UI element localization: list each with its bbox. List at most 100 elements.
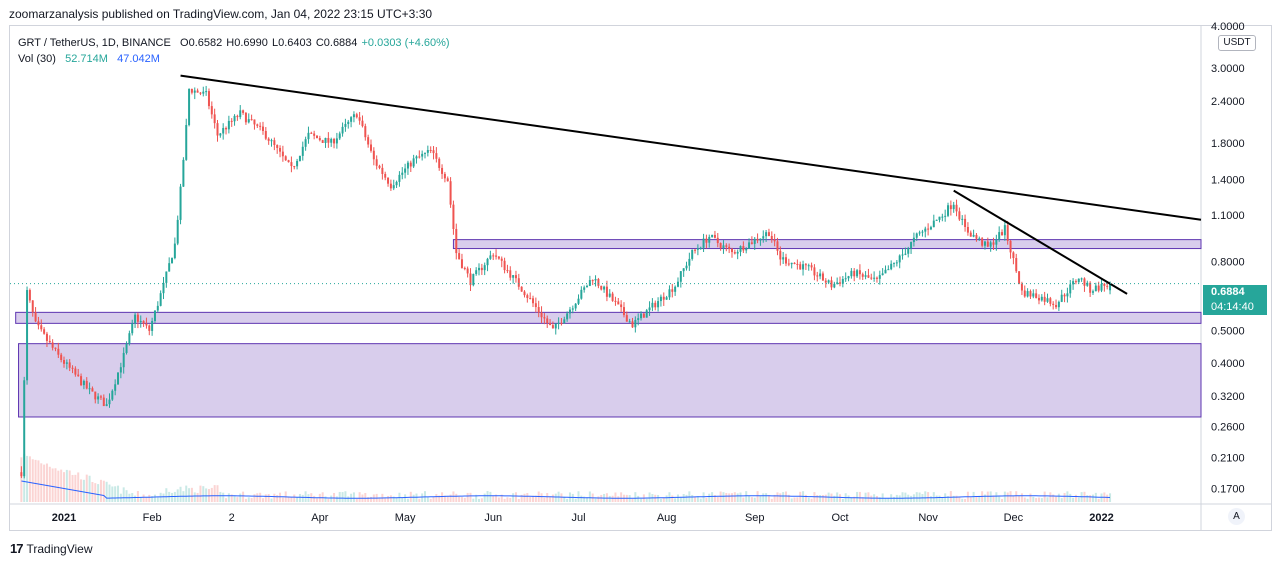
candle-body <box>193 90 196 93</box>
candle-body <box>247 119 250 123</box>
volume-bar <box>543 497 546 502</box>
candle-body <box>651 302 654 308</box>
candle-body <box>267 138 270 141</box>
volume-bar <box>247 497 250 502</box>
candle-body <box>85 380 88 389</box>
volume-bar <box>512 493 515 502</box>
volume-bar <box>975 496 978 502</box>
candle-body <box>654 302 657 308</box>
volume-bar <box>333 492 336 502</box>
candle-body <box>577 298 580 304</box>
volume-bar <box>776 492 779 502</box>
volume-bar <box>532 495 535 502</box>
tradingview-brand: TradingView <box>26 541 93 556</box>
candle-body <box>114 384 117 391</box>
volume-bar <box>213 485 216 502</box>
symbol-title[interactable]: GRT / TetherUS, 1D, BINANCE <box>18 37 171 49</box>
volume-bar <box>54 468 57 502</box>
candle-body <box>836 282 839 284</box>
candle-body <box>912 237 915 243</box>
volume-bar <box>483 493 486 502</box>
volume-bar <box>551 494 554 502</box>
candle-body <box>915 233 918 238</box>
candle-body <box>458 253 461 260</box>
time-tick-label: 2021 <box>52 512 76 524</box>
candle-body <box>600 285 603 290</box>
candle-body <box>674 286 677 292</box>
candle-body <box>500 258 503 261</box>
candle-body <box>117 372 120 385</box>
candle-body <box>88 388 91 390</box>
volume-bar <box>196 492 199 502</box>
volume-bar <box>1026 498 1029 502</box>
candle-body <box>227 120 230 130</box>
candle-body <box>512 275 515 278</box>
candle-body <box>409 162 412 167</box>
candle-body <box>443 173 446 179</box>
candle-body <box>688 258 691 266</box>
currency-unit-button[interactable]: USDT <box>1218 35 1256 51</box>
volume-bar <box>725 492 728 502</box>
volume-bar <box>225 498 228 502</box>
candle-body <box>949 205 952 210</box>
volume-bar <box>261 498 264 502</box>
volume-bar <box>253 494 256 502</box>
volume-bar <box>51 468 54 502</box>
volume-bar <box>782 492 785 502</box>
candle-body <box>344 124 347 127</box>
candle-body <box>901 254 904 256</box>
volume-bar <box>506 497 509 502</box>
candle-body <box>839 282 842 284</box>
volume-bar <box>145 497 148 502</box>
candle-body <box>1089 282 1092 293</box>
price-tick-label: 0.4000 <box>1211 358 1245 370</box>
volume-bar <box>742 497 745 502</box>
candle-body <box>640 313 643 319</box>
price-tick-label: 4.0000 <box>1211 21 1245 33</box>
price-tick-label: 0.8000 <box>1211 257 1245 269</box>
volume-bar <box>392 496 395 502</box>
volume-bar <box>276 494 279 502</box>
time-tick-label: Apr <box>311 512 328 524</box>
candle-body <box>742 246 745 251</box>
candle-body <box>932 220 935 228</box>
volume-label[interactable]: Vol (30) <box>18 53 56 65</box>
time-tick-label: Aug <box>657 512 677 524</box>
candle-body <box>989 242 992 247</box>
candle-body <box>171 258 174 264</box>
candle-body <box>1072 281 1075 285</box>
volume-bar <box>1100 493 1103 502</box>
candle-body <box>748 242 751 249</box>
volume-bar <box>961 498 964 502</box>
open-value: 0.6582 <box>188 37 223 49</box>
candle-body <box>341 126 344 134</box>
candle-body <box>807 265 810 267</box>
candle-body <box>111 390 114 400</box>
chart-frame[interactable] <box>9 25 1272 531</box>
candle-body <box>671 289 674 292</box>
volume-bar <box>469 492 472 502</box>
candle-body <box>725 245 728 247</box>
candle-body <box>1055 304 1058 308</box>
volume-bar <box>500 494 503 502</box>
tradingview-footer[interactable]: 17 TradingView <box>10 541 93 556</box>
candle-body <box>1023 290 1026 297</box>
volume-bar <box>264 494 267 502</box>
volume-bar <box>267 493 270 502</box>
candle-body <box>1006 225 1009 241</box>
candle-body <box>1032 293 1035 297</box>
volume-bar <box>566 498 569 502</box>
volume-bar <box>435 494 438 502</box>
volume-bar <box>421 493 424 502</box>
time-tick-label: Sep <box>745 512 765 524</box>
volume-bar <box>1020 493 1023 502</box>
volume-bar <box>983 494 986 502</box>
volume-bar <box>807 497 810 502</box>
volume-bar <box>932 492 935 502</box>
candle-body <box>378 165 381 168</box>
candle-body <box>634 319 637 328</box>
volume-bar <box>833 495 836 502</box>
candle-body <box>810 265 813 268</box>
auto-scale-button[interactable]: A <box>1228 508 1245 525</box>
